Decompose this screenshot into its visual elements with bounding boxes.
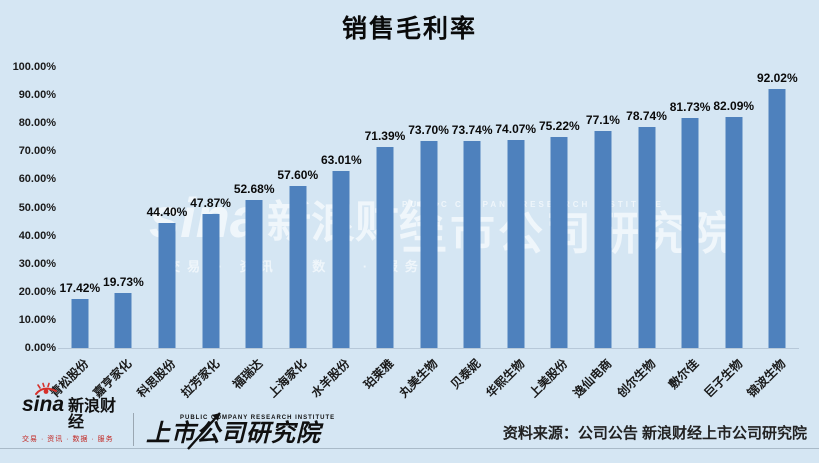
bar-value-label: 77.1% [585, 113, 620, 128]
bar-value-label: 52.68% [233, 181, 275, 196]
y-axis-tick: 60.00% [18, 173, 56, 186]
x-axis-label: 拉芳家化 [178, 356, 222, 401]
bars-row: 17.42% 青松股份 19.73% 嘉亨家化 44.40% 科思股份 47.87% 拉芳家化… [47, 67, 800, 401]
sina-eye-icon [34, 382, 58, 403]
bar [71, 299, 89, 348]
bar-value-label: 71.39% [364, 129, 406, 144]
x-axis-label: 逸仙电商 [570, 356, 615, 401]
institute-watermark-cn: 上市公司研究院 [402, 208, 739, 259]
bar-value-label: 44.40% [146, 205, 188, 220]
bar [245, 199, 263, 348]
bar-column: 75.22% 上美股份 [527, 67, 582, 401]
bar [202, 213, 220, 348]
bar-column: 47.87% 拉芳家化 [178, 67, 233, 401]
bar-column: 92.02% 锦波生物 [745, 67, 800, 400]
y-axis-tick: 20.00% [18, 285, 56, 298]
bar-column: 74.07% 华熙生物 [483, 67, 538, 400]
bar [594, 131, 612, 348]
bar-column: 78.74% 创尔生物 [614, 67, 669, 401]
bar-column: 81.73% 敷尔佳 [666, 67, 712, 391]
y-axis-tick: 10.00% [18, 313, 56, 326]
data-source-text: 资料来源：公司公告 新浪财经上市公司研究院 [502, 425, 807, 442]
x-axis-label: 巨子生物 [701, 356, 746, 401]
arrow-icon [174, 407, 234, 456]
sina-logo-tagline: 交易 · 资讯 · 数据 · 服务 [22, 436, 114, 443]
x-axis-label: 创尔生物 [613, 356, 658, 401]
bar-column: 63.01% 水羊股份 [309, 67, 364, 400]
bar [550, 136, 568, 348]
bar [725, 117, 743, 348]
bar [681, 118, 699, 348]
bar-value-label: 74.07% [495, 121, 537, 136]
bar-value-label: 63.01% [321, 152, 362, 167]
bar-column: 52.68% 福瑞达 [230, 67, 276, 392]
bar [158, 223, 176, 348]
y-axis-tick: 40.00% [18, 229, 56, 242]
x-axis-label: 丸美生物 [396, 356, 440, 401]
bar-column: 73.70% 丸美生物 [396, 67, 451, 400]
footer-vertical-divider [133, 413, 134, 446]
bar-column: 19.73% 嘉亨家化 [91, 67, 146, 401]
sina-logo-latin: sina [22, 393, 65, 416]
bar [332, 170, 350, 348]
x-axis-label: 敷尔佳 [666, 356, 702, 392]
bar-value-label: 81.73% [669, 100, 711, 115]
bar [289, 186, 307, 348]
y-axis-tick: 90.00% [18, 89, 56, 102]
x-axis-label: 华熙生物 [483, 356, 528, 401]
bar-column: 77.1% 逸仙电商 [570, 67, 625, 400]
institute-watermark: PUBLIC COMPANY RESEARCH INSTITUTE 上市公司研究… [402, 200, 738, 259]
bar-value-label: 17.42% [59, 281, 101, 296]
bar [768, 89, 786, 348]
bar-value-label: 75.22% [538, 118, 580, 133]
plot-area: 17.42% 青松股份 19.73% 嘉亨家化 44.40% 科思股份 47.87% 拉芳家化… [47, 67, 800, 401]
bar-column: 17.42% 青松股份 [47, 67, 102, 400]
bar-value-label: 19.73% [103, 274, 144, 289]
bar-column: 73.74% 贝泰妮 [448, 67, 494, 392]
bar [638, 126, 656, 348]
bar-value-label: 92.02% [756, 71, 798, 86]
footer-divider-line [0, 448, 819, 449]
y-axis-tick: 100.00% [12, 61, 56, 73]
y-axis-tick: 30.00% [18, 257, 56, 270]
bar-value-label: 82.09% [713, 99, 755, 114]
x-axis-label: 科思股份 [134, 356, 179, 401]
sina-logo: sina 新浪财经 交易 · 资讯 · 数据 · 服务 [22, 382, 130, 444]
x-axis-label: 贝泰妮 [448, 356, 484, 392]
bar-column: 57.60% 上海家化 [265, 67, 320, 400]
bar [420, 140, 438, 348]
institute-logo-cn: 上市公司研究院 [146, 419, 321, 447]
chart-title: 销售毛利率 [341, 15, 477, 43]
y-axis-tick: 0.00% [24, 342, 56, 354]
y-axis: 100.00% 90.00% 80.00% 70.00% 60.00% 50.00% 40.… [0, 61, 56, 354]
x-axis-label: 福瑞达 [230, 356, 266, 392]
x-axis-label: 上海家化 [265, 356, 310, 401]
x-axis-label: 水羊股份 [308, 356, 353, 401]
institute-logo-en: PUBLIC COMPANY RESEARCH INSTITUTE [180, 414, 336, 421]
bar [507, 139, 525, 348]
y-axis-tick: 70.00% [18, 145, 56, 158]
bar-value-label: 73.74% [451, 122, 493, 137]
institute-watermark-en: PUBLIC COMPANY RESEARCH INSTITUTE [402, 200, 664, 209]
bar-column: 71.39% 珀莱雅 [361, 67, 407, 391]
bar [463, 140, 481, 348]
footer: sina 新浪财经 交易 · 资讯 · 数据 · 服务 PUBLIC COMPA… [0, 382, 819, 463]
x-axis-label: 锦波生物 [744, 356, 789, 401]
bar-column: 44.40% 科思股份 [134, 67, 189, 400]
bar-value-label: 73.70% [408, 122, 449, 137]
bar-value-label: 57.60% [277, 168, 319, 183]
bar-value-label: 78.74% [626, 108, 667, 123]
institute-logo: PUBLIC COMPANY RESEARCH INSTITUTE 上市公司研究… [146, 411, 336, 450]
bar-value-label: 47.87% [190, 195, 231, 210]
bar-column: 82.09% 巨子生物 [701, 67, 756, 400]
bar [114, 292, 132, 348]
bar [376, 147, 394, 348]
y-axis-tick: 50.00% [18, 201, 56, 214]
x-axis-label: 珀莱雅 [360, 356, 397, 392]
sina-logo-cn: 新浪财经 [68, 398, 117, 431]
y-axis-tick: 80.00% [18, 117, 56, 130]
x-axis-label: 上美股份 [526, 356, 571, 401]
